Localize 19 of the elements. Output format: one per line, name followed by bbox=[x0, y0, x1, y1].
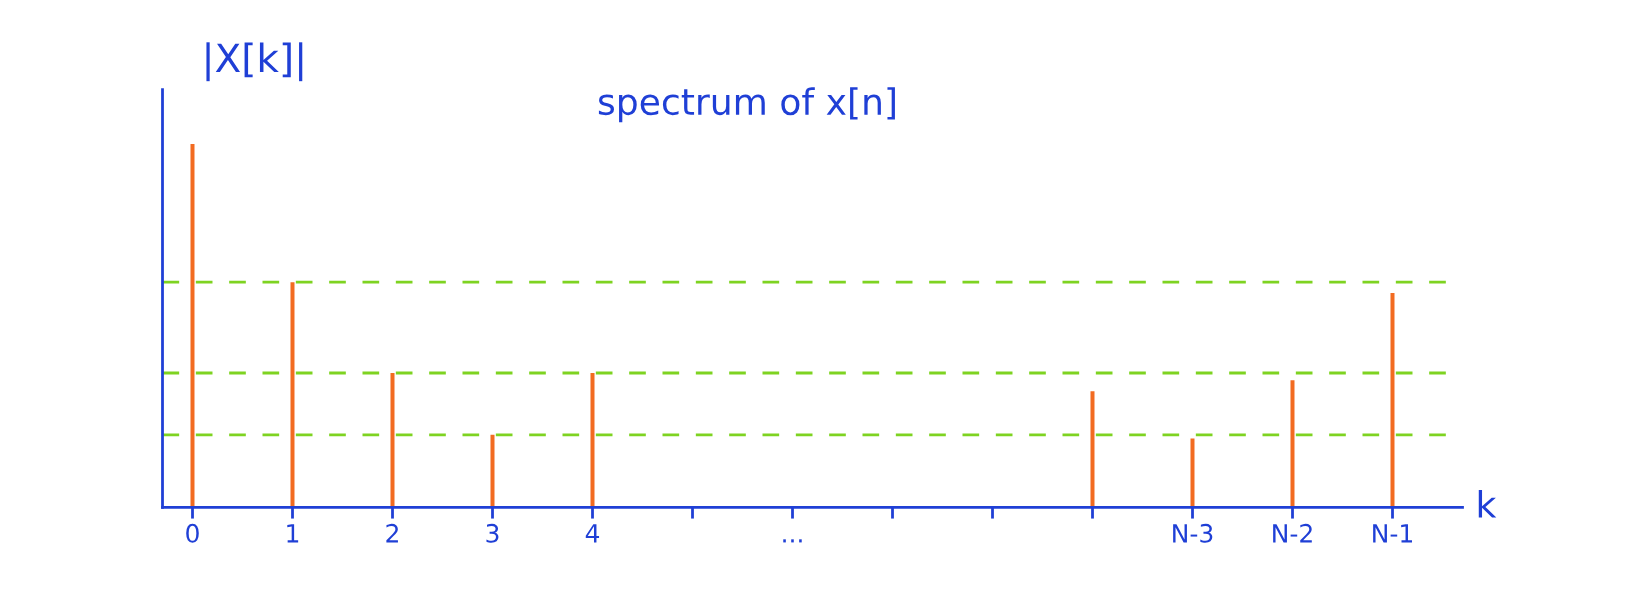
x-tick-label: N-2 bbox=[1273, 523, 1312, 543]
x-axis-title: k bbox=[1478, 489, 1497, 518]
bar bbox=[490, 434, 495, 508]
x-tick-label: ... bbox=[783, 539, 802, 543]
x-tick-label: 3 bbox=[486, 523, 499, 543]
x-tick-label: 0 bbox=[186, 523, 199, 543]
bar bbox=[1390, 293, 1395, 508]
y-axis-title: |X[k]| bbox=[206, 42, 303, 82]
x-tick-label: N-1 bbox=[1373, 524, 1413, 543]
x-tick-label: 4 bbox=[585, 524, 600, 543]
bar bbox=[1290, 380, 1295, 508]
bar bbox=[1190, 438, 1195, 508]
bar bbox=[390, 373, 395, 508]
x-tick-label: N-3 bbox=[1173, 523, 1213, 543]
x-tick-label: 2 bbox=[386, 523, 398, 543]
bar bbox=[1090, 391, 1095, 508]
x-tick-label: 1 bbox=[287, 524, 299, 543]
bar bbox=[590, 373, 595, 508]
chart-title: spectrum of x[n] bbox=[598, 87, 895, 123]
